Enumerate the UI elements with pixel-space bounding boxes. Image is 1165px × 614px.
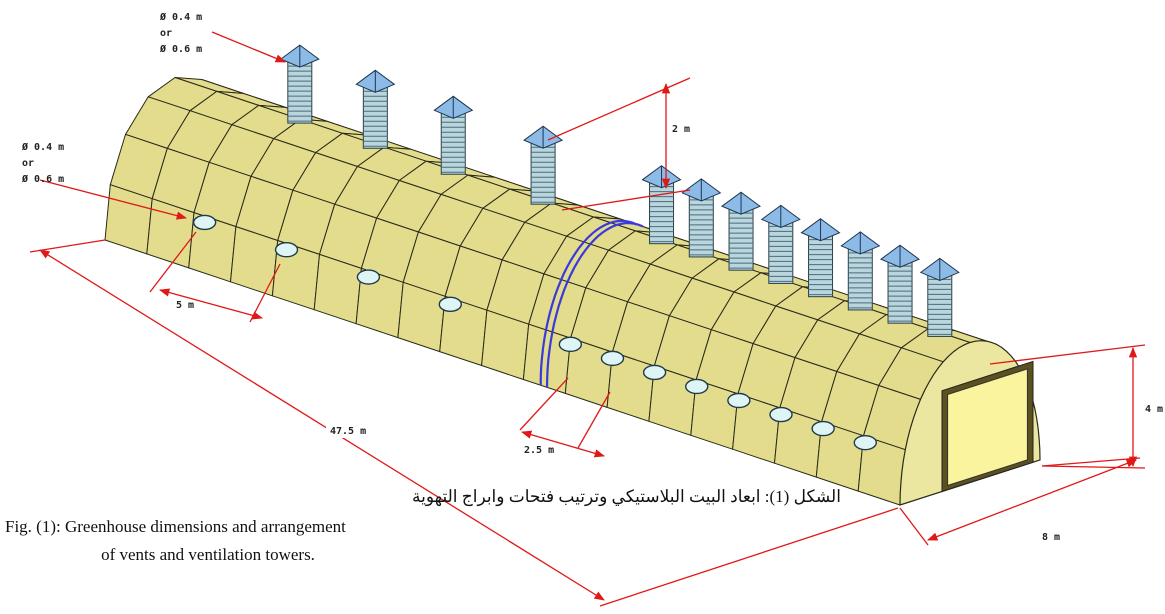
label: Ø 0.4 m: [159, 11, 202, 23]
side-vent: [276, 243, 298, 257]
side-vent: [728, 394, 750, 408]
label: or: [160, 28, 172, 39]
tower-shaft: [729, 208, 753, 270]
side-vent: [644, 365, 666, 379]
side-vent: [439, 297, 461, 311]
extension-line: [990, 345, 1145, 364]
tower-shaft: [441, 112, 465, 174]
label: Ø 0.4 m: [21, 141, 64, 153]
caption-english: Fig. (1): Greenhouse dimensions and arra…: [5, 517, 346, 536]
extension-line: [600, 508, 898, 606]
side-vent: [686, 379, 708, 393]
side-vent: [194, 215, 216, 229]
tower-shaft: [531, 142, 555, 204]
tower-shaft: [769, 221, 793, 283]
side-vent: [601, 351, 623, 365]
caption-arabic: الشكل (1): ابعاد البيت البلاستيكي وترتيب…: [412, 487, 841, 507]
side-vent: [559, 337, 581, 351]
tower-shaft: [928, 274, 952, 336]
side-vent: [357, 270, 379, 284]
tower-shaft: [288, 61, 312, 123]
arrow: [212, 32, 285, 62]
label: 2.5 m: [524, 445, 554, 456]
label: 8 m: [1042, 532, 1060, 543]
tower-shaft: [689, 195, 713, 257]
label: 2 m: [672, 124, 690, 135]
label: Ø 0.6 m: [159, 43, 202, 55]
tower-shaft: [363, 86, 387, 148]
label: or: [22, 158, 34, 169]
tower-shaft: [848, 248, 872, 310]
extension-line: [900, 508, 928, 545]
side-vent: [854, 436, 876, 450]
side-vent: [770, 408, 792, 422]
label: 4 m: [1145, 404, 1163, 415]
side-vent: [812, 422, 834, 436]
caption-english: of vents and ventilation towers.: [101, 545, 315, 564]
extension-line: [548, 78, 690, 140]
label: 5 m: [176, 300, 194, 311]
tower-shaft: [809, 235, 833, 297]
tower-shaft: [888, 261, 912, 323]
extension-line: [1042, 466, 1145, 468]
greenhouse-figure: Ø 0.4 m or Ø 0.6 m Ø 0.4 m or Ø 0.6 m 2 …: [0, 0, 1165, 614]
tower-shaft: [650, 182, 674, 244]
caption: الشكل (1): ابعاد البيت البلاستيكي وترتيب…: [5, 487, 841, 564]
label: 47.5 m: [330, 426, 366, 437]
label: Ø 0.6 m: [21, 173, 64, 185]
